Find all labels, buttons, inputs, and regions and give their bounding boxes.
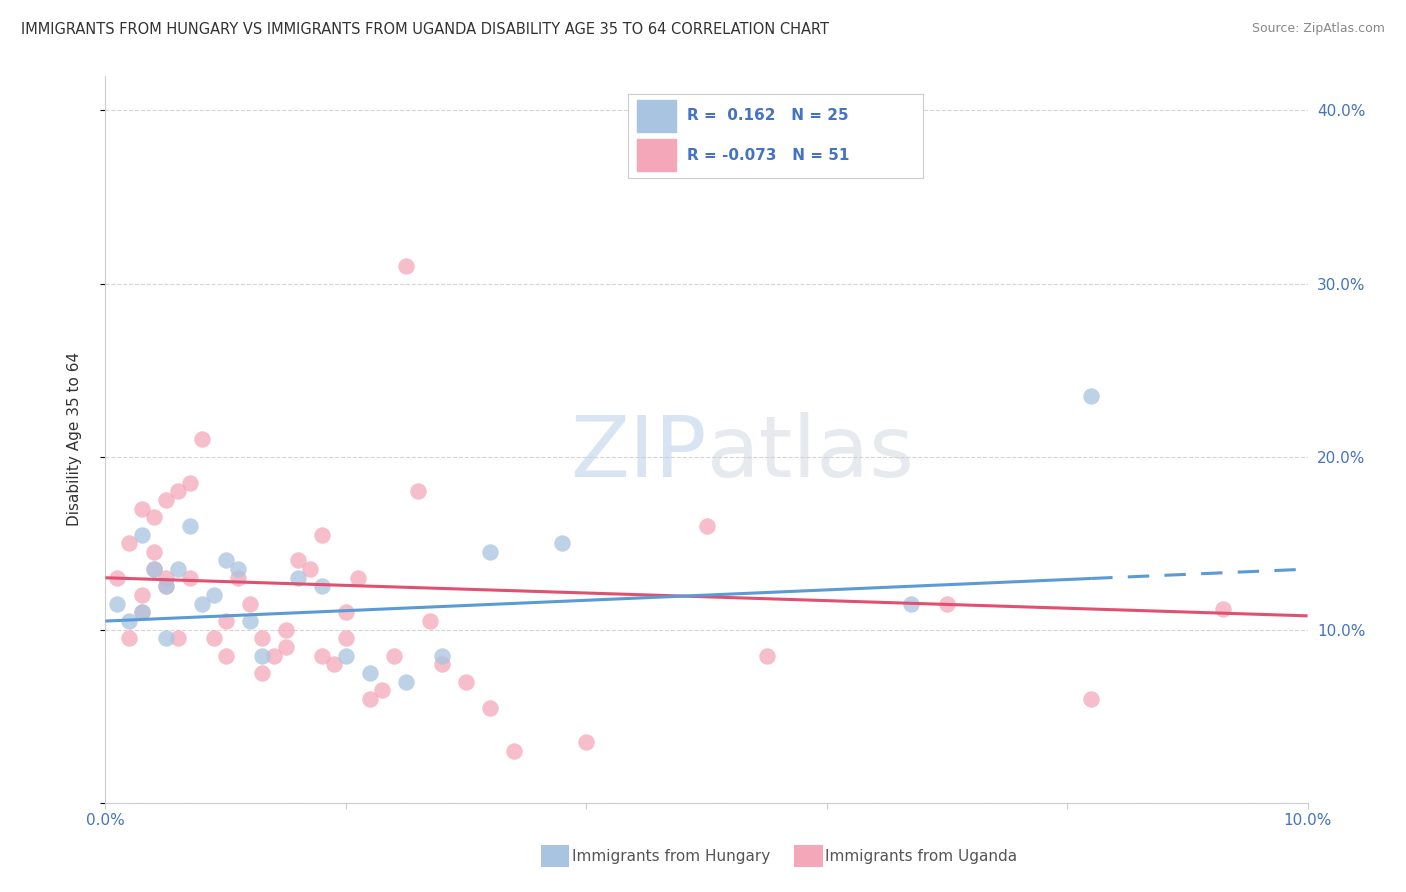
Point — [131, 588, 153, 602]
Text: ZIP: ZIP — [569, 412, 707, 495]
Point — [214, 614, 236, 628]
Text: IMMIGRANTS FROM HUNGARY VS IMMIGRANTS FROM UGANDA DISABILITY AGE 35 TO 64 CORREL: IMMIGRANTS FROM HUNGARY VS IMMIGRANTS FR… — [21, 22, 830, 37]
Point — [454, 674, 477, 689]
Point — [118, 536, 141, 550]
Point — [190, 597, 212, 611]
Point — [179, 475, 201, 490]
Point — [419, 614, 441, 628]
Point — [179, 519, 201, 533]
Point — [503, 744, 526, 758]
Point — [298, 562, 321, 576]
Point — [202, 588, 225, 602]
Point — [131, 527, 153, 541]
Point — [190, 433, 212, 447]
Point — [118, 632, 141, 646]
Point — [166, 484, 188, 499]
Point — [107, 571, 129, 585]
Point — [371, 683, 394, 698]
Point — [250, 648, 273, 663]
Point — [936, 597, 959, 611]
Point — [755, 648, 778, 663]
Point — [155, 632, 177, 646]
Point — [142, 510, 165, 524]
Point — [311, 648, 333, 663]
Point — [335, 632, 357, 646]
Point — [479, 700, 502, 714]
Point — [335, 648, 357, 663]
Y-axis label: Disability Age 35 to 64: Disability Age 35 to 64 — [67, 352, 82, 526]
Point — [335, 606, 357, 620]
Point — [250, 632, 273, 646]
Point — [226, 562, 249, 576]
Point — [214, 648, 236, 663]
Point — [359, 665, 381, 680]
Text: Source: ZipAtlas.com: Source: ZipAtlas.com — [1251, 22, 1385, 36]
Text: Immigrants from Hungary: Immigrants from Hungary — [572, 849, 770, 863]
Point — [142, 562, 165, 576]
Point — [166, 562, 188, 576]
Point — [406, 484, 429, 499]
Point — [395, 674, 418, 689]
Point — [142, 562, 165, 576]
Point — [311, 579, 333, 593]
Point — [179, 571, 201, 585]
Point — [226, 571, 249, 585]
Point — [107, 597, 129, 611]
Point — [118, 614, 141, 628]
Point — [239, 597, 262, 611]
Point — [263, 648, 285, 663]
Point — [287, 553, 309, 567]
Point — [131, 606, 153, 620]
Point — [202, 632, 225, 646]
Point — [430, 657, 453, 672]
Point — [142, 545, 165, 559]
Point — [551, 536, 574, 550]
Text: atlas: atlas — [707, 412, 914, 495]
Point — [131, 606, 153, 620]
Point — [347, 571, 370, 585]
Point — [250, 665, 273, 680]
Point — [274, 640, 297, 654]
Point — [382, 648, 405, 663]
Point — [900, 597, 922, 611]
Point — [287, 571, 309, 585]
Point — [155, 571, 177, 585]
Point — [395, 259, 418, 273]
Point — [575, 735, 598, 749]
Point — [430, 648, 453, 663]
Point — [696, 519, 718, 533]
Point — [1080, 389, 1102, 403]
Text: Immigrants from Uganda: Immigrants from Uganda — [825, 849, 1018, 863]
Point — [155, 579, 177, 593]
Point — [1212, 602, 1234, 616]
Point — [239, 614, 262, 628]
Point — [479, 545, 502, 559]
Point — [155, 492, 177, 507]
Point — [166, 632, 188, 646]
Point — [359, 692, 381, 706]
Point — [214, 553, 236, 567]
Point — [311, 527, 333, 541]
Point — [322, 657, 344, 672]
Point — [1080, 692, 1102, 706]
Point — [155, 579, 177, 593]
Point — [274, 623, 297, 637]
Point — [131, 501, 153, 516]
